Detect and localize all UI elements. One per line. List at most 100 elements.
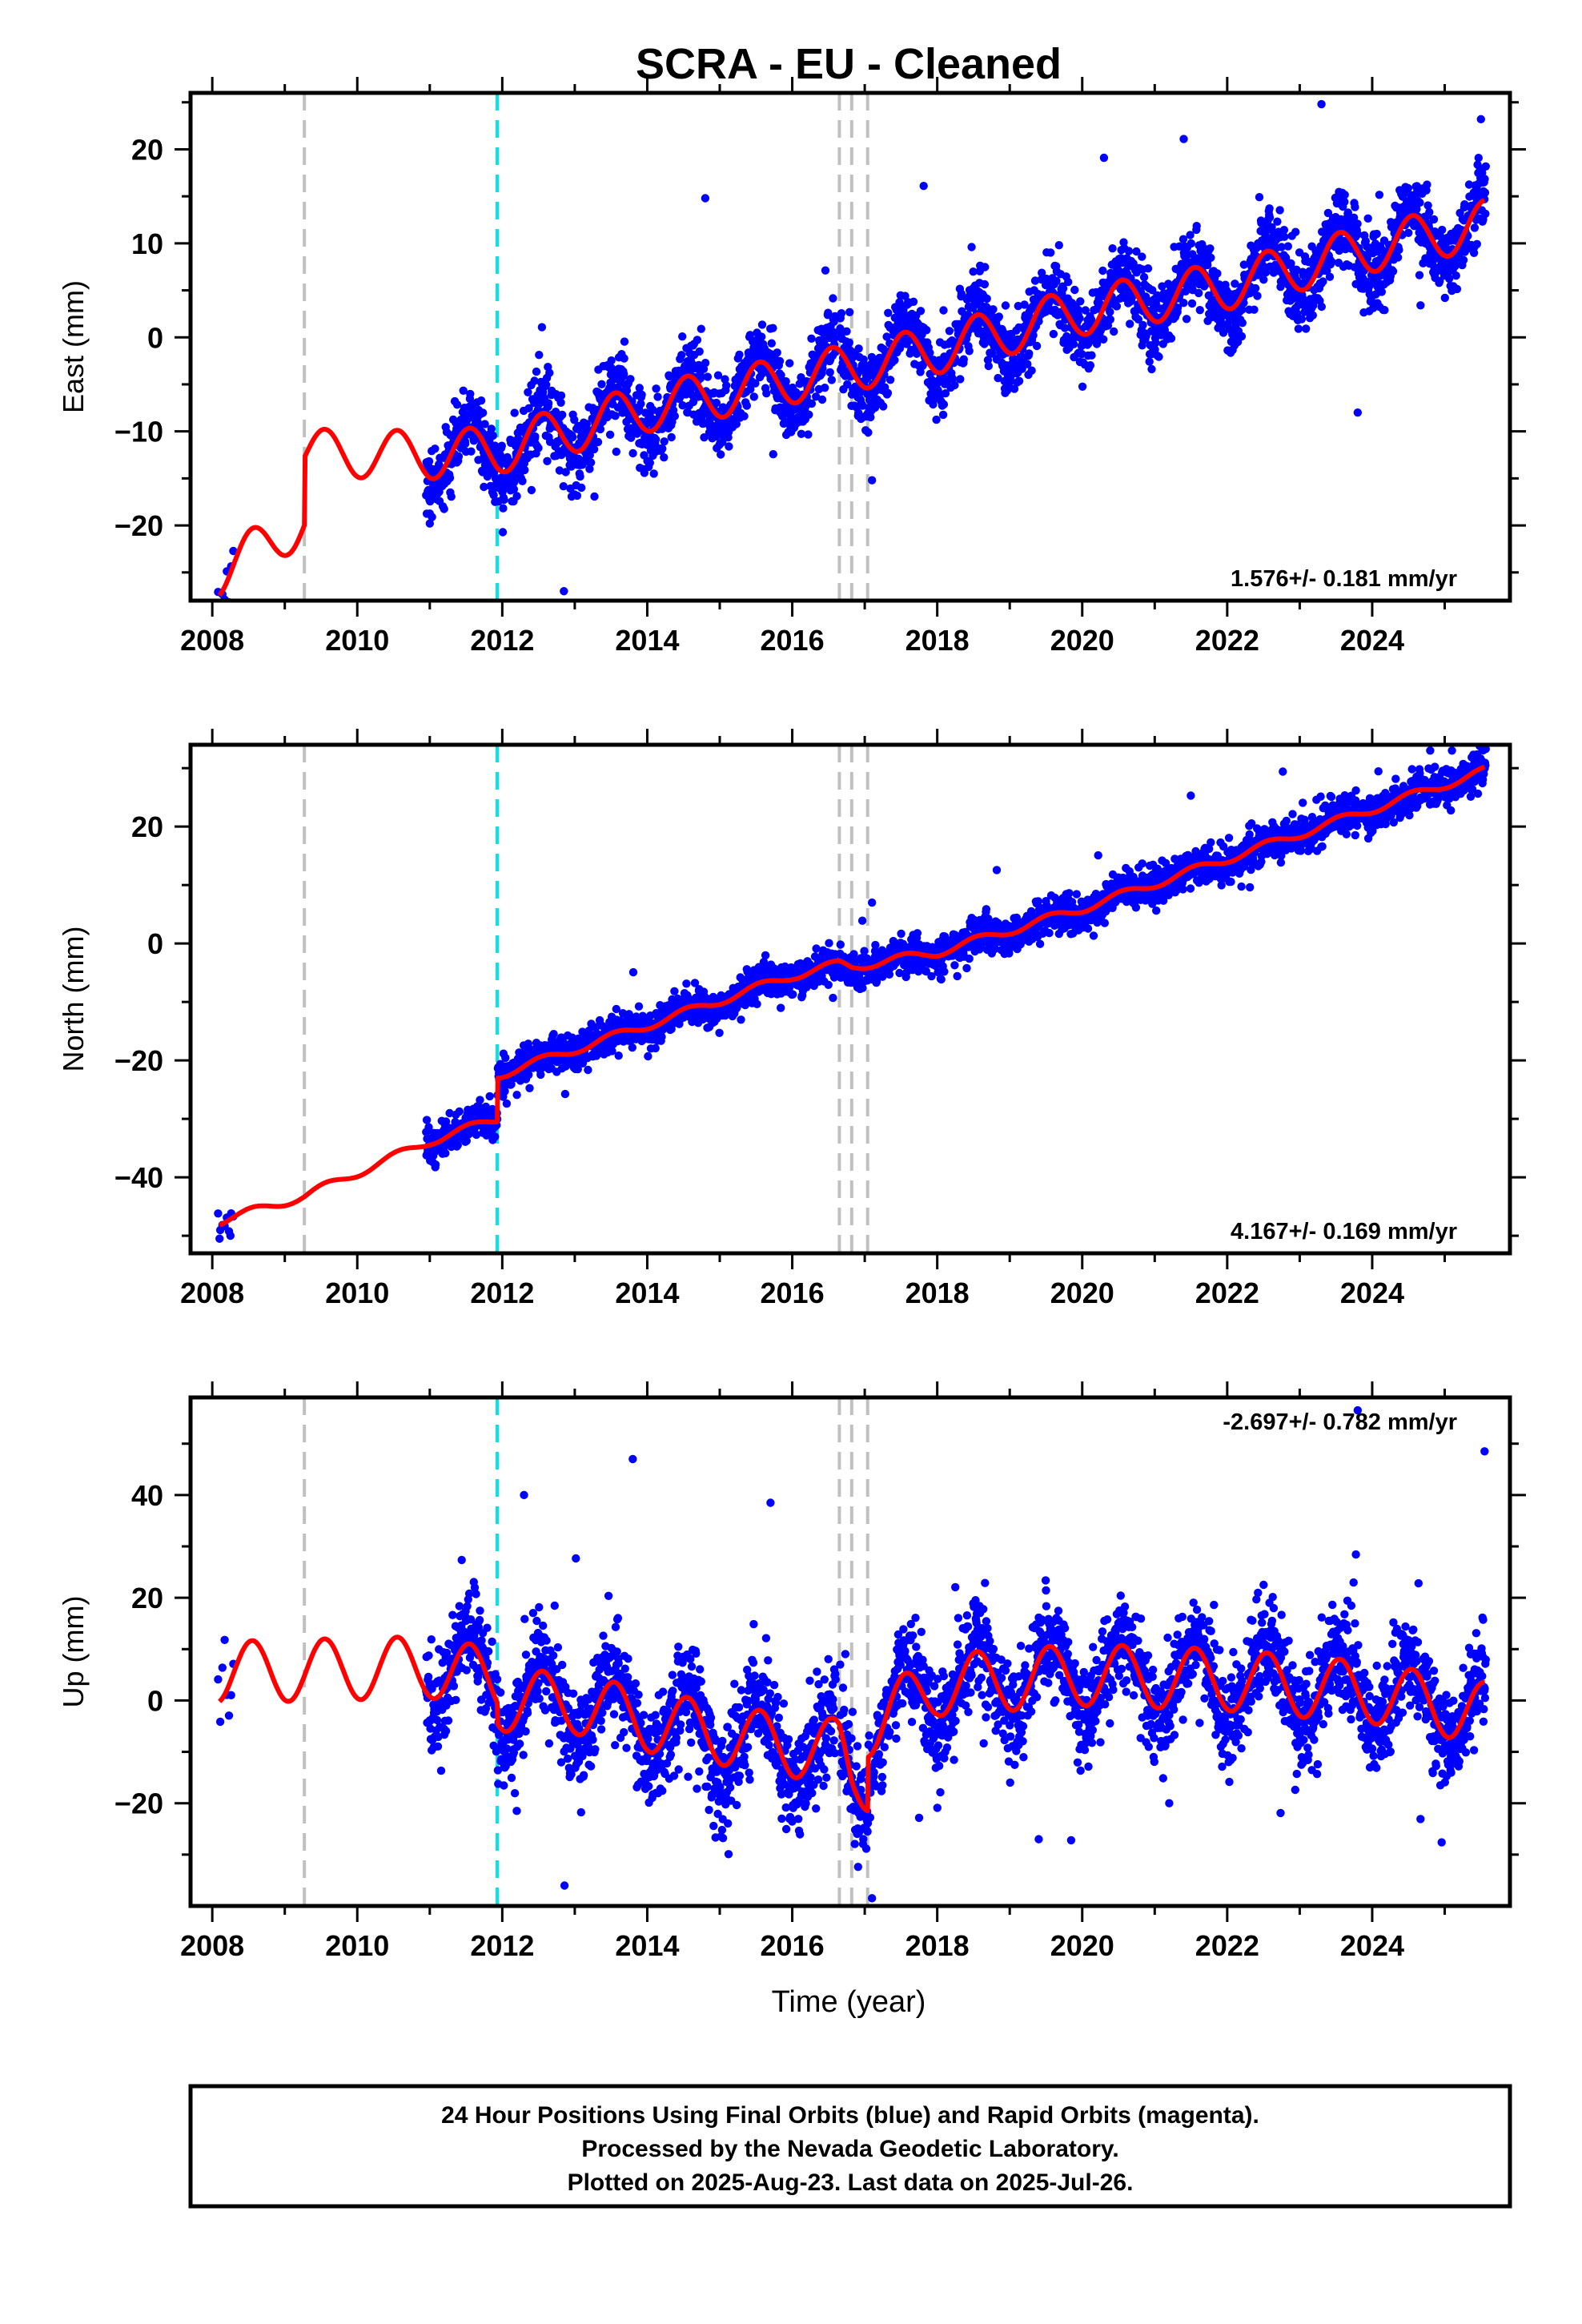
data-point <box>941 389 950 398</box>
data-point <box>214 1209 223 1218</box>
data-point <box>1404 228 1413 237</box>
data-point <box>945 327 954 336</box>
data-point <box>1261 230 1270 239</box>
data-point <box>525 1084 534 1093</box>
data-point <box>614 1051 623 1060</box>
data-point <box>1267 223 1276 231</box>
data-point <box>1351 203 1359 211</box>
x-tick-label: 2008 <box>180 624 244 657</box>
data-point <box>1098 266 1107 275</box>
data-point <box>916 307 926 316</box>
data-point <box>596 424 605 434</box>
outlier-point <box>560 587 568 596</box>
data-point <box>769 324 777 332</box>
data-point <box>1106 308 1114 316</box>
data-point <box>652 384 661 393</box>
data-point <box>1308 311 1318 320</box>
data-point <box>1325 272 1335 281</box>
data-point <box>1395 245 1403 255</box>
data-point <box>1010 384 1019 393</box>
data-point <box>1474 154 1484 163</box>
data-point <box>582 420 591 428</box>
data-point <box>1034 317 1043 326</box>
data-point <box>1074 306 1083 315</box>
outlier-point <box>1179 135 1188 143</box>
data-point <box>922 326 931 335</box>
data-point <box>1186 231 1195 239</box>
data-point <box>725 442 733 451</box>
data-point <box>830 334 839 343</box>
data-point <box>491 1132 500 1141</box>
data-point <box>1126 320 1134 328</box>
data-point <box>1372 229 1381 239</box>
data-point <box>939 306 948 315</box>
data-point <box>1138 252 1146 261</box>
data-point <box>1023 360 1032 368</box>
data-point <box>769 450 777 459</box>
data-point <box>1363 214 1372 223</box>
data-point <box>932 415 941 424</box>
data-point <box>1238 305 1247 314</box>
data-point <box>628 967 638 977</box>
data-point <box>1480 188 1490 197</box>
data-point <box>713 371 723 380</box>
data-point <box>1086 361 1095 370</box>
data-point <box>644 1051 652 1061</box>
data-point <box>527 485 536 495</box>
data-point <box>524 404 533 412</box>
data-point <box>1002 386 1012 395</box>
data-point <box>499 504 508 513</box>
data-point <box>466 389 475 399</box>
data-point <box>1481 162 1491 171</box>
data-point <box>585 451 594 460</box>
outlier-point <box>491 497 500 506</box>
data-point <box>1075 314 1084 323</box>
data-point <box>620 354 628 363</box>
data-point <box>660 453 669 462</box>
data-point <box>1099 335 1108 344</box>
outlier-point <box>867 476 877 485</box>
data-point <box>827 376 837 384</box>
data-point <box>854 344 863 353</box>
data-point <box>718 437 727 447</box>
data-point <box>994 312 1004 321</box>
x-tick-label: 2022 <box>1195 624 1259 657</box>
data-point <box>542 380 551 389</box>
data-point <box>953 971 962 981</box>
data-point <box>532 367 541 376</box>
data-point <box>742 401 751 410</box>
data-point <box>860 947 869 955</box>
data-point <box>1027 366 1036 375</box>
data-point <box>1147 364 1156 374</box>
data-point <box>781 377 790 386</box>
data-point <box>485 1092 494 1101</box>
data-point <box>651 1043 660 1053</box>
data-point <box>767 339 776 348</box>
data-point <box>560 1089 570 1099</box>
data-point <box>658 444 667 453</box>
data-point <box>1195 306 1205 315</box>
data-point <box>749 392 758 401</box>
data-point <box>556 398 565 407</box>
data-point <box>1423 180 1431 189</box>
data-point <box>757 320 767 329</box>
data-point <box>1032 341 1042 351</box>
data-point <box>982 294 991 304</box>
data-point <box>467 447 476 456</box>
data-point <box>984 361 994 371</box>
data-point <box>1064 277 1073 287</box>
y-axis-label-east: East (mm) <box>57 280 90 413</box>
rate-annotation-east: 1.576+/- 0.181 mm/yr <box>1231 566 1457 592</box>
data-point <box>879 402 888 411</box>
data-point <box>777 371 785 380</box>
data-point <box>682 979 691 988</box>
data-point <box>1142 332 1150 340</box>
data-point <box>626 375 635 384</box>
data-point <box>445 473 455 482</box>
data-point <box>745 331 755 340</box>
x-tick-label: 2014 <box>615 624 679 657</box>
data-point <box>1087 351 1096 360</box>
data-point <box>558 410 567 420</box>
data-point <box>883 388 893 397</box>
